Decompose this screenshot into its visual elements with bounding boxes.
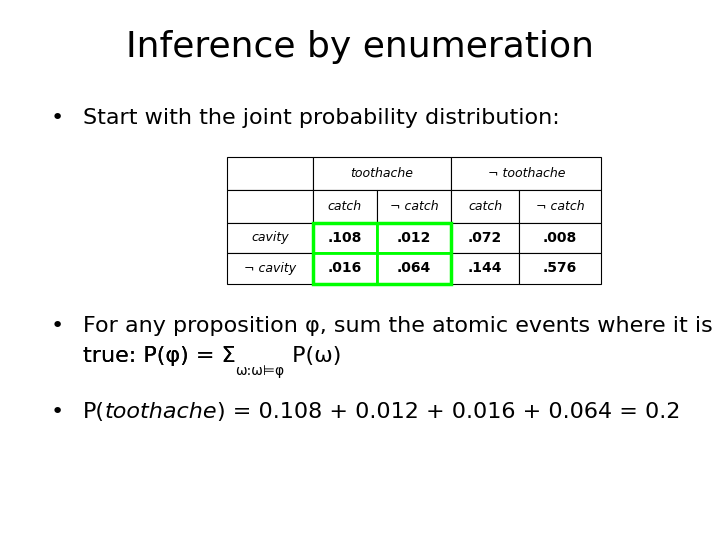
Bar [451, 190, 519, 222]
Text: ¬ catch: ¬ catch [536, 200, 585, 213]
Bar [227, 253, 313, 284]
Text: P(ω): P(ω) [284, 346, 341, 366]
Bar [519, 222, 601, 253]
Bar [227, 157, 313, 190]
Text: true: P(φ) = Σ: true: P(φ) = Σ [83, 346, 235, 366]
Text: .072: .072 [468, 231, 503, 245]
Bar [377, 222, 451, 253]
Text: .144: .144 [468, 261, 503, 275]
Bar [451, 157, 601, 190]
Text: •: • [50, 402, 63, 422]
Text: •: • [50, 108, 63, 128]
Text: catch: catch [328, 200, 361, 213]
Text: toothache: toothache [351, 167, 414, 180]
Bar [519, 253, 601, 284]
Text: Inference by enumeration: Inference by enumeration [126, 30, 594, 64]
Bar [313, 222, 377, 253]
Bar [451, 222, 519, 253]
Text: For any proposition φ, sum the atomic events where it is: For any proposition φ, sum the atomic ev… [83, 316, 713, 336]
Bar [313, 190, 377, 222]
Bar [377, 253, 451, 284]
Text: catch: catch [468, 200, 502, 213]
Text: true: P(φ) = Σ: true: P(φ) = Σ [83, 346, 235, 366]
Text: .576: .576 [543, 261, 577, 275]
Bar [227, 190, 313, 222]
Bar [313, 253, 377, 284]
Text: toothache: toothache [105, 402, 217, 422]
Text: ω:ω⊨φ: ω:ω⊨φ [235, 364, 284, 377]
Text: •: • [50, 316, 63, 336]
Text: .012: .012 [397, 231, 431, 245]
Bar [377, 190, 451, 222]
Bar [519, 190, 601, 222]
Text: .008: .008 [543, 231, 577, 245]
Text: ¬ toothache: ¬ toothache [487, 167, 565, 180]
Text: P(: P( [83, 402, 105, 422]
Text: ¬ cavity: ¬ cavity [244, 262, 296, 275]
Bar [451, 253, 519, 284]
Bar [313, 157, 451, 190]
Bar [313, 222, 451, 284]
Text: .064: .064 [397, 261, 431, 275]
Text: .108: .108 [328, 231, 362, 245]
Text: .016: .016 [328, 261, 362, 275]
Text: Start with the joint probability distribution:: Start with the joint probability distrib… [83, 108, 559, 128]
Text: ¬ catch: ¬ catch [390, 200, 438, 213]
Text: ) = 0.108 + 0.012 + 0.016 + 0.064 = 0.2: ) = 0.108 + 0.012 + 0.016 + 0.064 = 0.2 [217, 402, 681, 422]
Text: cavity: cavity [251, 231, 289, 244]
Bar [227, 222, 313, 253]
